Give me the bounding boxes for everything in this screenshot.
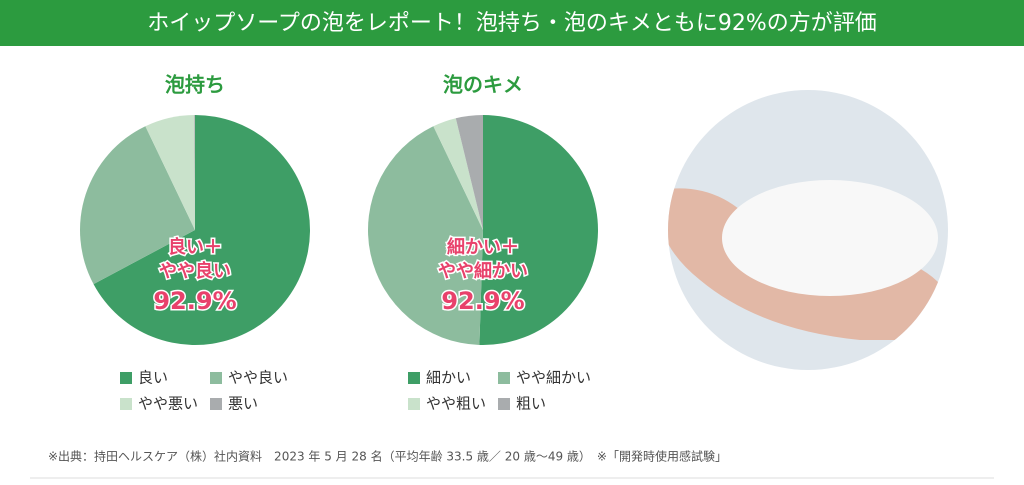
center-label: 92.9% xyxy=(153,287,236,315)
legend-label: 悪い xyxy=(228,395,258,413)
center-label: 良い＋ xyxy=(168,236,222,258)
legend-swatch xyxy=(498,398,510,410)
legend-label: 細かい xyxy=(426,369,471,387)
legend-swatch xyxy=(408,372,420,384)
pie-slice xyxy=(194,115,195,230)
legend-swatch xyxy=(120,398,132,410)
header-title: ホイップソープの泡をレポート！泡持ち・泡のキメともに92%の方が評価 xyxy=(147,11,877,36)
legend-label: 良い xyxy=(138,369,168,387)
center-label: やや良い xyxy=(159,260,231,282)
pie-slice xyxy=(79,126,195,285)
pie-slice xyxy=(367,126,483,345)
header-bar xyxy=(0,0,1024,46)
center-label: 細かい＋ xyxy=(447,236,519,258)
legend-swatch xyxy=(120,372,132,384)
legend-swatch xyxy=(210,372,222,384)
legend-label: やや細かい xyxy=(516,369,591,387)
pie-slice xyxy=(433,118,483,230)
legend-label: やや悪い xyxy=(138,395,198,413)
photo xyxy=(668,90,948,370)
center-label: 92.9% xyxy=(441,287,524,315)
chart-title: 泡持ち xyxy=(165,73,225,97)
chart-title: 泡のキメ xyxy=(443,73,523,97)
legend-swatch xyxy=(408,398,420,410)
pie-slice xyxy=(479,115,599,346)
legend-label: やや粗い xyxy=(426,395,486,413)
pie-slice xyxy=(145,115,195,230)
legend-swatch xyxy=(498,372,510,384)
footnote: ※出典：持田ヘルスケア（株）社内資料 2023 年 5 月 28 名（平均年齢 … xyxy=(48,449,727,464)
legend-label: 粗い xyxy=(516,395,546,413)
pie-slice xyxy=(455,115,483,230)
legend-label: やや良い xyxy=(228,369,288,387)
pie-slice xyxy=(93,115,311,345)
legend-swatch xyxy=(210,398,222,410)
center-label: やや細かい xyxy=(438,260,528,282)
